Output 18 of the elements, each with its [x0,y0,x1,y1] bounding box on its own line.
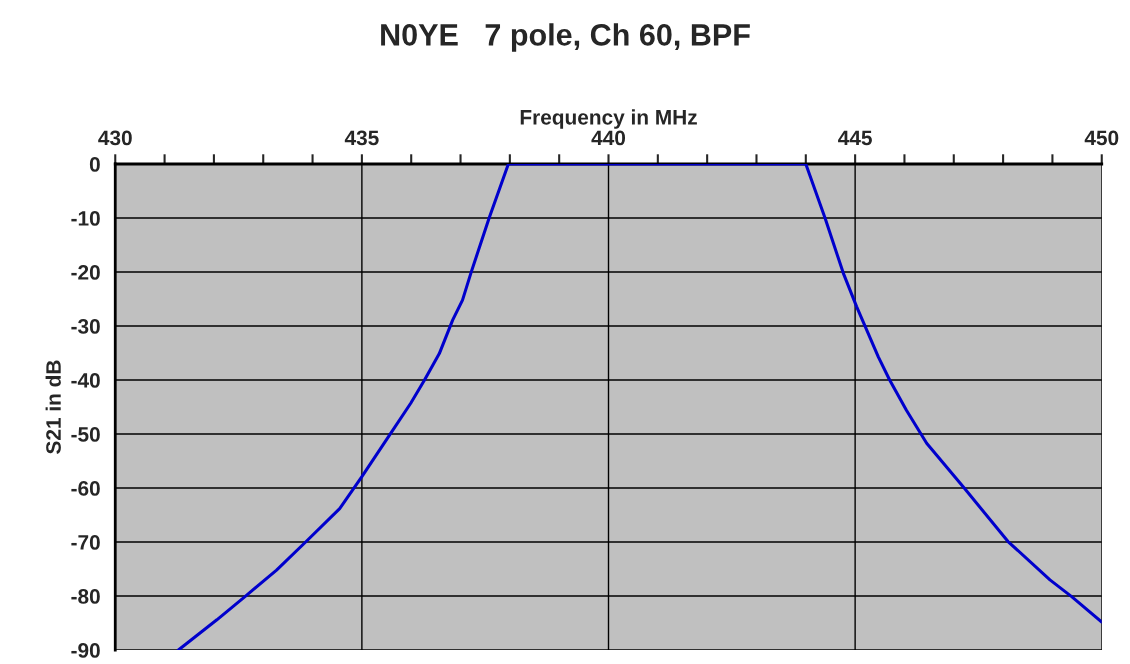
x-tick-label: 440 [591,130,626,146]
y-tick-label: -90 [71,643,100,658]
y-tick-label: -70 [71,535,100,550]
y-tick-label: -30 [71,319,100,334]
chart-title: N0YE 7 pole, Ch 60, BPF [381,23,750,52]
y-tick-label: -10 [71,211,100,226]
x-tick-label: 450 [1084,130,1119,146]
y-tick-label: 0 [89,157,100,172]
x-tick-label: 445 [838,130,872,146]
y-tick-label: -80 [71,589,100,604]
x-tick-label: 435 [344,130,379,146]
y-tick-label: -60 [71,481,100,496]
y-tick-label: -50 [71,427,100,442]
y-tick-label: -20 [71,265,100,280]
x-axis-title: Frequency in MHz [520,109,697,129]
y-tick-label: -40 [71,373,100,388]
x-tick-label: 430 [98,130,132,146]
y-axis-title: S21 in dB [45,360,61,454]
